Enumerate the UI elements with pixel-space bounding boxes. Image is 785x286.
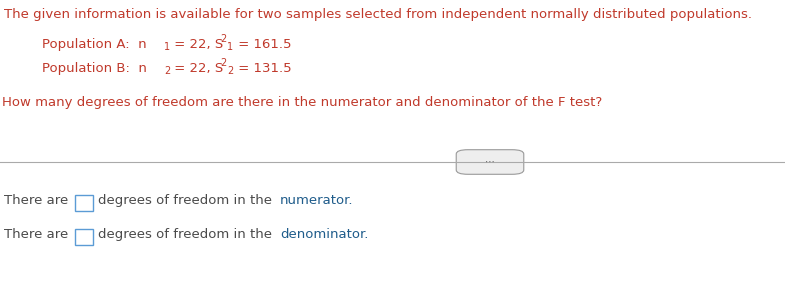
FancyBboxPatch shape bbox=[456, 150, 524, 174]
Text: = 161.5: = 161.5 bbox=[234, 38, 291, 51]
Text: There are: There are bbox=[4, 228, 68, 241]
Text: 2: 2 bbox=[220, 58, 226, 68]
FancyBboxPatch shape bbox=[75, 229, 93, 245]
Text: 2: 2 bbox=[227, 66, 233, 76]
FancyBboxPatch shape bbox=[75, 195, 93, 211]
Text: = 131.5: = 131.5 bbox=[234, 62, 291, 75]
Text: Population A:  n: Population A: n bbox=[42, 38, 147, 51]
Text: degrees of freedom in the: degrees of freedom in the bbox=[98, 194, 276, 207]
Text: numerator.: numerator. bbox=[280, 194, 353, 207]
Text: 2: 2 bbox=[164, 66, 170, 76]
Text: The given information is available for two samples selected from independent nor: The given information is available for t… bbox=[4, 8, 752, 21]
Text: 1: 1 bbox=[227, 42, 233, 52]
Text: = 22, S: = 22, S bbox=[170, 62, 223, 75]
Text: 1: 1 bbox=[164, 42, 170, 52]
Text: Population B:  n: Population B: n bbox=[42, 62, 147, 75]
Text: ⋯: ⋯ bbox=[485, 157, 495, 167]
Text: 2: 2 bbox=[220, 34, 226, 44]
Text: How many degrees of freedom are there in the numerator and denominator of the F : How many degrees of freedom are there in… bbox=[2, 96, 602, 109]
Text: denominator.: denominator. bbox=[280, 228, 368, 241]
Text: There are: There are bbox=[4, 194, 68, 207]
Text: degrees of freedom in the: degrees of freedom in the bbox=[98, 228, 276, 241]
Text: = 22, S: = 22, S bbox=[170, 38, 223, 51]
